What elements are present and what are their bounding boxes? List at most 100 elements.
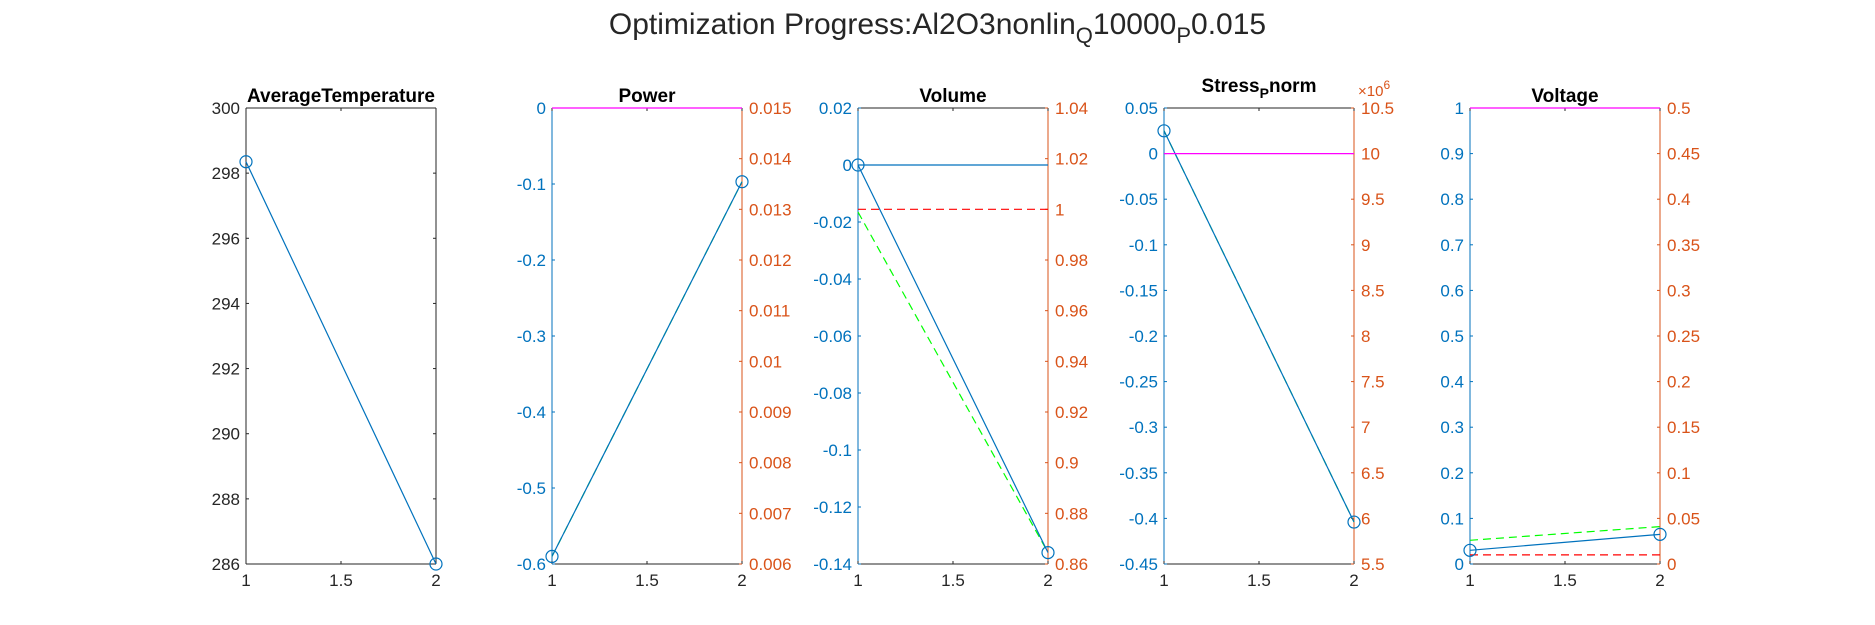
left-y-tick-label: -0.06: [813, 327, 852, 346]
left-y-tick-label: 0.2: [1440, 464, 1464, 483]
left-y-tick-label: -0.15: [1119, 281, 1158, 300]
left-y-tick-label: 0: [843, 156, 852, 175]
subplot-title: Power: [618, 86, 676, 107]
x-tick-label: 1.5: [635, 571, 659, 590]
data-point-marker: [735, 175, 749, 189]
left-y-tick-label: 0.9: [1440, 145, 1464, 164]
subplot-title: StressPnorm: [1202, 76, 1317, 101]
left-y-tick-label: -0.1: [517, 175, 546, 194]
data-point-marker: [1157, 124, 1171, 138]
subplot-5: 1 1.5 200.10.20.30.40.50.60.70.80.9100.050…: [1440, 86, 1700, 590]
left-y-tick-label: -0.02: [813, 213, 852, 232]
title-subscript-p: P: [1176, 23, 1192, 48]
right-y-tick-label: 0.15: [1667, 418, 1700, 437]
right-y-tick-label: 0.5: [1667, 99, 1691, 118]
title-prefix: Optimization Progress:Al2O3nonlin: [608, 8, 1076, 41]
right-y-tick-label: 0.86: [1055, 555, 1088, 574]
left-y-tick-label: -0.45: [1119, 555, 1158, 574]
right-y-tick-label: 1.04: [1055, 99, 1088, 118]
left-y-tick-label: -0.35: [1119, 464, 1158, 483]
right-y-tick-label: 0.015: [749, 99, 792, 118]
right-y-tick-label: 8.5: [1361, 281, 1385, 300]
right-y-tick-label: 0.009: [749, 403, 792, 422]
right-y-tick-label: 9.5: [1361, 190, 1385, 209]
right-y-tick-label: 0.4: [1667, 190, 1691, 209]
subplot-title-part: P: [1260, 85, 1269, 101]
right-y-tick-label: 1.02: [1055, 150, 1088, 169]
right-y-tick-label: 0.92: [1055, 403, 1088, 422]
subplot-title-part: Stress: [1202, 76, 1260, 97]
subplot-title: AverageTemperature: [247, 86, 435, 107]
left-y-tick-label: 1: [1455, 99, 1464, 118]
left-y-tick-label: -0.08: [813, 384, 852, 403]
x-tick-label: 2: [431, 571, 440, 590]
exponent-base: ×10: [1358, 83, 1383, 100]
subplot-4: 1 1.5 2 -0.45 -0.4 -0.35 -0.3 -0.25 -0.2 -0.15 -0.…: [1119, 76, 1394, 590]
data-point-marker: [1347, 515, 1361, 529]
data-point-marker: [239, 155, 253, 169]
x-tick-label: 1.5: [1247, 571, 1271, 590]
left-y-tick-label: 0.6: [1440, 281, 1464, 300]
left-y-tick-label: -0.3: [1129, 418, 1158, 437]
data-point-marker: [1653, 527, 1667, 541]
series-line-2: [857, 211, 1049, 553]
left-y-tick-label: -0.2: [517, 251, 546, 270]
left-y-tick-label: 292: [212, 360, 240, 379]
exponent-power: 6: [1383, 78, 1390, 92]
left-y-tick-label: -0.05: [1119, 190, 1158, 209]
right-y-tick-label: 0.012: [749, 251, 792, 270]
right-y-tick-label: 1: [1055, 200, 1064, 219]
x-tick-label: 1: [1465, 571, 1474, 590]
left-y-tick-label: 286: [212, 555, 240, 574]
title-middle: 10000: [1092, 8, 1177, 41]
data-point-marker: [1041, 545, 1055, 560]
right-y-tick-label: 10.5: [1361, 99, 1394, 118]
left-y-tick-label: 0.4: [1440, 373, 1464, 392]
right-y-tick-label: 10: [1361, 145, 1380, 164]
right-y-tick-label: 0.45: [1667, 145, 1700, 164]
right-y-tick-label: 0.013: [749, 200, 792, 219]
series-line-3: [857, 164, 1049, 553]
right-y-tick-label: 7: [1361, 418, 1370, 437]
left-y-tick-label: -0.5: [517, 479, 546, 498]
subplot-title: Volume: [919, 86, 986, 107]
left-y-tick-label: 0.1: [1440, 509, 1464, 528]
right-y-tick-label: 0.008: [749, 454, 792, 473]
right-y-tick-label: 0.3: [1667, 281, 1691, 300]
figure-title: Optimization Progress:Al2O3nonlinQ10000P…: [0, 8, 1875, 49]
left-y-tick-label: 0.3: [1440, 418, 1464, 437]
x-tick-label: 1: [547, 571, 556, 590]
right-y-tick-label: 0.05: [1667, 509, 1700, 528]
x-tick-label: 1: [1159, 571, 1168, 590]
right-y-tick-label: 0.88: [1055, 504, 1088, 523]
title-subscript-q: Q: [1075, 23, 1093, 48]
series-line-2: [551, 181, 743, 557]
left-y-tick-label: 0.05: [1125, 99, 1158, 118]
right-y-tick-label: 0.01: [749, 352, 782, 371]
x-tick-label: 1: [241, 571, 250, 590]
left-y-tick-label: -0.4: [1129, 509, 1158, 528]
right-y-tick-label: 5.5: [1361, 555, 1385, 574]
right-y-tick-label: 0.96: [1055, 302, 1088, 321]
left-y-tick-label: -0.6: [517, 555, 546, 574]
left-y-tick-label: 0: [537, 99, 546, 118]
x-tick-label: 1.5: [1553, 571, 1577, 590]
left-y-tick-label: 300: [212, 99, 240, 118]
data-point-marker: [429, 557, 443, 571]
subplot-3: 1 1.5 2 -0.14 -0.12 -0.1 -0.08 -0.06 -0.04 -0.02 0…: [813, 86, 1088, 590]
left-y-tick-label: 296: [212, 229, 240, 248]
right-y-tick-label: 0: [1667, 555, 1676, 574]
left-y-tick-label: -0.4: [517, 403, 546, 422]
left-y-tick-label: -0.1: [1129, 236, 1158, 255]
right-y-tick-label: 6.5: [1361, 464, 1385, 483]
x-tick-label: 2: [1349, 571, 1358, 590]
right-y-tick-label: 0.25: [1667, 327, 1700, 346]
left-y-tick-label: -0.1: [823, 441, 852, 460]
right-axis-exponent: ×106: [1358, 78, 1390, 100]
left-y-tick-label: 294: [212, 294, 240, 313]
right-y-tick-label: 0.011: [749, 302, 790, 321]
series-line-3: [1469, 533, 1661, 551]
left-y-tick-label: -0.3: [517, 327, 546, 346]
left-y-tick-label: 290: [212, 425, 240, 444]
right-y-tick-label: 0.006: [749, 555, 792, 574]
